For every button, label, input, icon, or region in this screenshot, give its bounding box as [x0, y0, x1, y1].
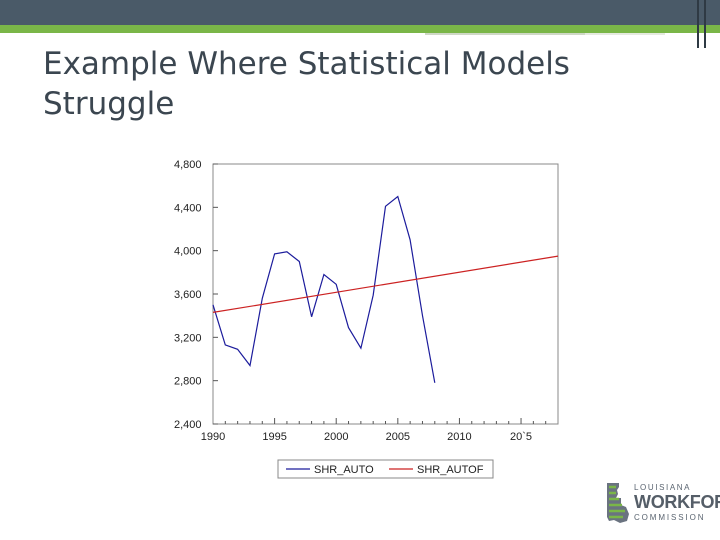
legend-box: [277, 459, 494, 479]
louisiana-state-shape-icon: [607, 483, 629, 523]
plot-frame: [212, 163, 559, 425]
accent-sliver: [425, 33, 585, 35]
y-tick-label: 2,400: [174, 419, 202, 431]
y-tick-label: 4,800: [174, 159, 202, 171]
y-tick-label: 3,200: [174, 332, 202, 344]
header-edge: [697, 0, 699, 48]
x-tick-label: 1995: [262, 431, 286, 443]
logo-text-top: LOUISIANA: [634, 483, 692, 492]
x-tick-label: 2010: [447, 431, 471, 443]
series-line-shr-autof: [212, 255, 559, 313]
y-tick-label: 4,400: [174, 202, 202, 214]
y-tick-label: 4,000: [174, 246, 202, 258]
x-tick-label: 2000: [324, 431, 348, 443]
legend-entry: SHR_AUTO: [314, 464, 374, 476]
logo-text-main: WORKFORCE: [634, 492, 720, 512]
series-line-shr-auto: [212, 195, 436, 383]
legend-entry: SHR_AUTOF: [417, 464, 484, 476]
y-tick-label: 2,800: [174, 376, 202, 388]
accent-sliver: [585, 33, 665, 35]
slide-title-line: Example Where Statistical Models: [43, 46, 570, 82]
line-chart: 2,400 2,800 3,200 3,600 4,000 4,400 4,800 1990 1…: [174, 159, 559, 479]
x-tick-label: 20`5: [510, 431, 532, 443]
accent-bar: [0, 25, 720, 33]
lwc-logo: LOUISIANA WORKFORCE COMMISSION: [604, 481, 720, 525]
x-tick-label: 2005: [386, 431, 410, 443]
y-tick-label: 3,600: [174, 289, 202, 301]
logo-text-bottom: COMMISSION: [634, 513, 706, 522]
slide-title-line: Struggle: [43, 86, 175, 122]
x-tick-label: 1990: [201, 431, 225, 443]
slide-title: Example Where Statistical Models Struggl…: [43, 44, 623, 124]
header-edge: [704, 0, 706, 48]
header-bar: [0, 0, 720, 25]
